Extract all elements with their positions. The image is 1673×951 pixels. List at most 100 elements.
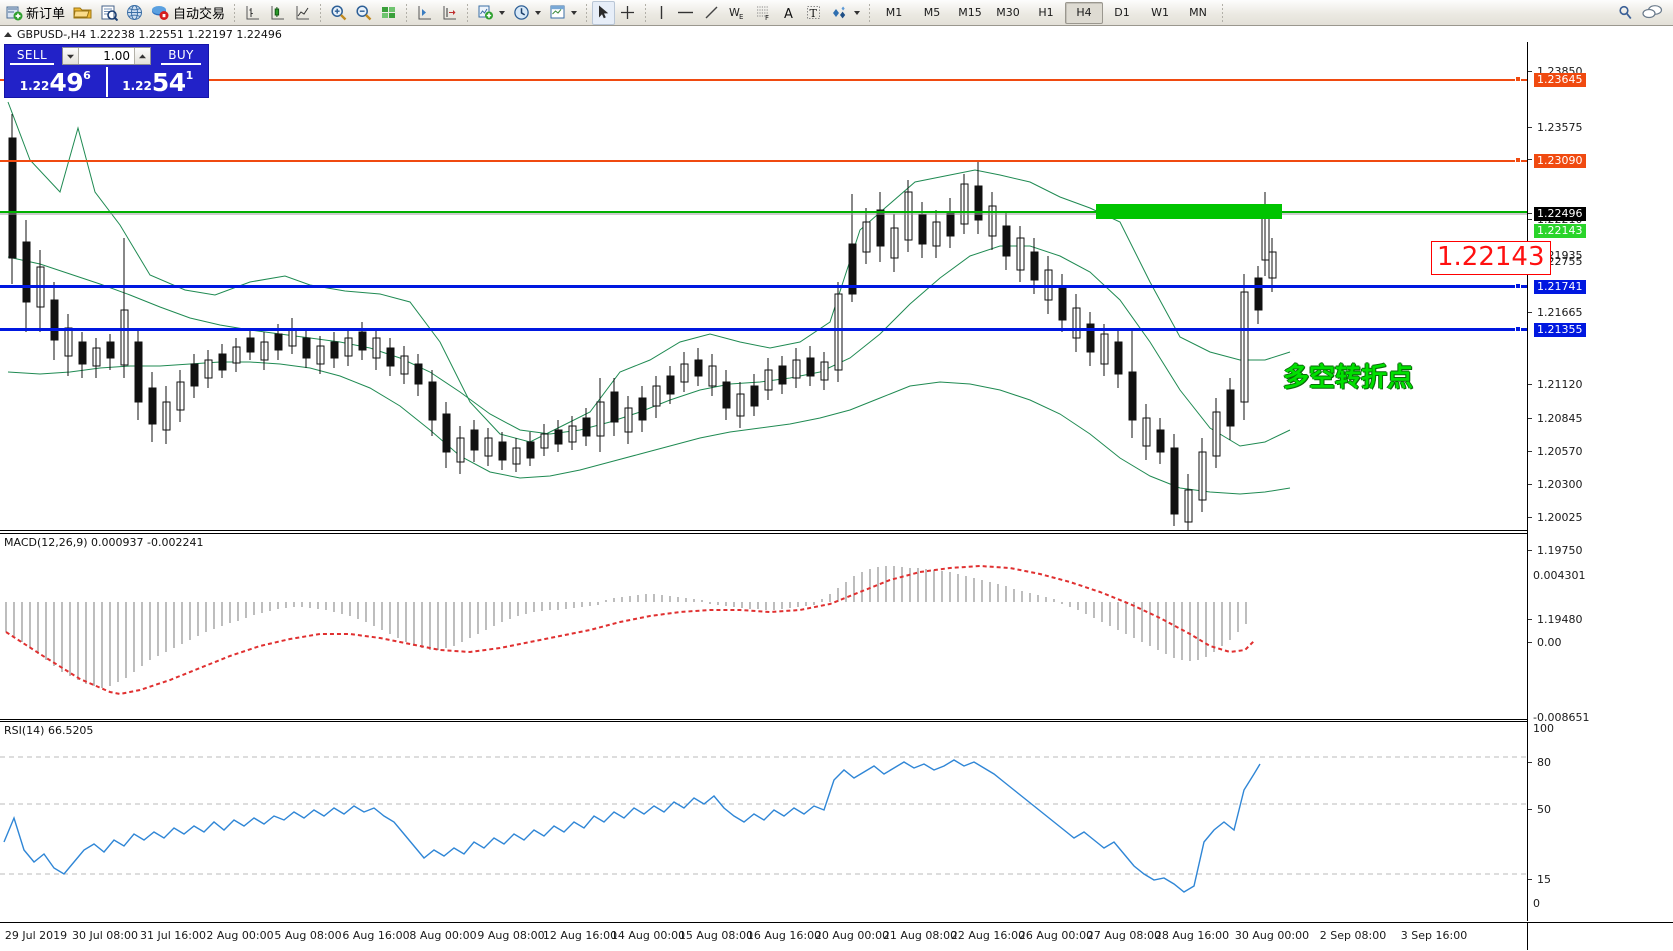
rsi-indicator-pane[interactable]: RSI(14) 66.5205 [0, 721, 1527, 923]
buy-price[interactable]: 1.22 54 1 [108, 67, 209, 97]
timeframe-m5[interactable]: M5 [923, 6, 941, 19]
support-line-1-handle[interactable] [1515, 283, 1521, 289]
vertical-line-button[interactable] [651, 1, 672, 25]
indicators-icon [477, 4, 494, 21]
timeframe-m15[interactable]: M15 [958, 6, 982, 19]
price-chart-svg [0, 101, 1527, 530]
big-price-callout[interactable]: 1.22143 [1431, 241, 1551, 275]
price-tag-current[interactable]: 1.22496 [1534, 207, 1586, 221]
sell-button[interactable]: SELL [5, 45, 59, 67]
bar-chart-button[interactable] [240, 1, 265, 25]
toolbar-separator [586, 3, 588, 22]
price-chart-pane[interactable]: 多空转折点 [0, 42, 1527, 531]
symbol-info-text: GBPUSD-,H4 1.22238 1.22551 1.22197 1.224… [17, 28, 282, 41]
crosshair-icon [619, 4, 636, 21]
timeframe-m30[interactable]: M30 [996, 6, 1020, 19]
time-axis[interactable]: 29 Jul 2019 30 Jul 08:00 31 Jul 16:00 2 … [0, 922, 1527, 951]
chevron-down-icon[interactable] [535, 10, 542, 15]
toolbar-separator [1222, 3, 1224, 22]
price-tag-resistance-2[interactable]: 1.23090 [1534, 154, 1586, 168]
auto-scroll-button[interactable] [437, 1, 462, 25]
resistance-line-2[interactable] [0, 160, 1527, 162]
horizontal-line-button[interactable] [672, 1, 699, 25]
crosshair-button[interactable] [615, 1, 640, 25]
volume-value[interactable]: 1.00 [103, 49, 130, 63]
chevron-down-icon[interactable] [854, 10, 861, 15]
shift-end-button[interactable] [412, 1, 437, 25]
resistance-line-1-handle[interactable] [1515, 76, 1521, 82]
chevron-down-icon[interactable] [499, 10, 506, 15]
volume-stepper[interactable]: 1.00 [62, 47, 151, 65]
buy-button[interactable]: BUY [154, 45, 208, 67]
auto-trading-button[interactable]: 自动交易 [147, 1, 229, 25]
sell-price-prefix: 1.22 [19, 79, 50, 93]
timeframe-d1[interactable]: D1 [1114, 6, 1130, 19]
auto-trading-icon [151, 4, 170, 21]
time-label: 20 Aug 00:00 [814, 929, 890, 942]
time-label: 30 Aug 00:00 [1234, 929, 1310, 942]
support-line-2-handle[interactable] [1515, 326, 1521, 332]
elliott-wave-button[interactable]: W E [724, 1, 751, 25]
time-label: 12 Aug 16:00 [542, 929, 618, 942]
globe-button[interactable] [122, 1, 147, 25]
volume-increase-button[interactable] [134, 48, 150, 64]
templates-button[interactable] [545, 1, 581, 25]
pivot-zone-rectangle[interactable] [1096, 204, 1282, 219]
toolbar-separator [467, 3, 469, 22]
price-axis[interactable]: 1.23850 1.23575 1.23300 1.23030 1.22755 … [1527, 42, 1673, 921]
text-label-icon: A [782, 4, 797, 21]
sell-price[interactable]: 1.22 49 6 [5, 67, 108, 97]
svg-text:T: T [810, 7, 818, 20]
text-box-button[interactable]: T [801, 1, 826, 25]
candlestick-chart-button[interactable] [265, 1, 290, 25]
timeframe-mn[interactable]: MN [1189, 6, 1207, 19]
support-line-1[interactable] [0, 285, 1527, 288]
price-tag-support-2[interactable]: 1.21355 [1534, 323, 1586, 337]
indicators-button[interactable] [473, 1, 509, 25]
svg-text:F: F [765, 14, 769, 21]
one-click-trading-panel[interactable]: SELL 1.00 BUY 1.22 [4, 44, 209, 98]
toolbar-separator [234, 3, 236, 22]
print-preview-icon [100, 4, 119, 21]
chinese-annotation-label[interactable]: 多空转折点 [1283, 363, 1414, 393]
text-label-button[interactable]: A [778, 1, 801, 25]
main-toolbar: 新订单 [0, 0, 1673, 26]
rsi-label: RSI(14) 66.5205 [4, 724, 94, 737]
resistance-line-1[interactable] [0, 79, 1527, 81]
svg-text:W: W [729, 6, 740, 19]
timeframe-h1[interactable]: H1 [1038, 6, 1054, 19]
pivot-line[interactable] [0, 211, 1527, 213]
time-label: 14 Aug 00:00 [610, 929, 686, 942]
macd-indicator-pane[interactable]: MACD(12,26,9) 0.000937 -0.002241 [0, 533, 1527, 720]
symbol-info-bar: GBPUSD-,H4 1.22238 1.22551 1.22197 1.224… [0, 27, 1673, 42]
price-tag-pivot[interactable]: 1.22143 [1534, 224, 1586, 238]
tile-windows-button[interactable] [376, 1, 401, 25]
horizontal-line-icon [676, 4, 695, 21]
zoom-in-button[interactable] [326, 1, 351, 25]
chat-button[interactable] [1638, 1, 1667, 25]
cursor-button[interactable] [592, 0, 616, 25]
line-chart-button[interactable] [290, 1, 315, 25]
price-tag-resistance-1[interactable]: 1.23645 [1534, 73, 1586, 87]
time-label: 2 Sep 08:00 [1319, 929, 1387, 942]
period-button[interactable] [509, 1, 545, 25]
support-line-2[interactable] [0, 328, 1527, 331]
trendline-button[interactable] [699, 1, 724, 25]
folder-button[interactable] [69, 1, 96, 25]
fibonacci-button[interactable]: F [751, 1, 778, 25]
candlestick-chart-icon [269, 4, 286, 21]
timeframe-m1[interactable]: M1 [885, 6, 903, 19]
timeframe-h4[interactable]: H4 [1065, 1, 1104, 24]
search-button[interactable] [1613, 1, 1638, 25]
print-preview-button[interactable] [96, 1, 122, 25]
shapes-button[interactable] [826, 1, 864, 25]
timeframe-w1[interactable]: W1 [1151, 6, 1169, 19]
time-label: 6 Aug 16:00 [342, 929, 410, 942]
zoom-out-button[interactable] [351, 1, 376, 25]
resistance-line-2-handle[interactable] [1515, 157, 1521, 163]
new-order-button[interactable]: 新订单 [2, 1, 69, 25]
price-tag-support-1[interactable]: 1.21741 [1534, 280, 1586, 294]
volume-decrease-button[interactable] [63, 48, 79, 64]
chevron-down-icon[interactable] [571, 10, 578, 15]
collapse-triangle-icon[interactable] [4, 32, 12, 37]
